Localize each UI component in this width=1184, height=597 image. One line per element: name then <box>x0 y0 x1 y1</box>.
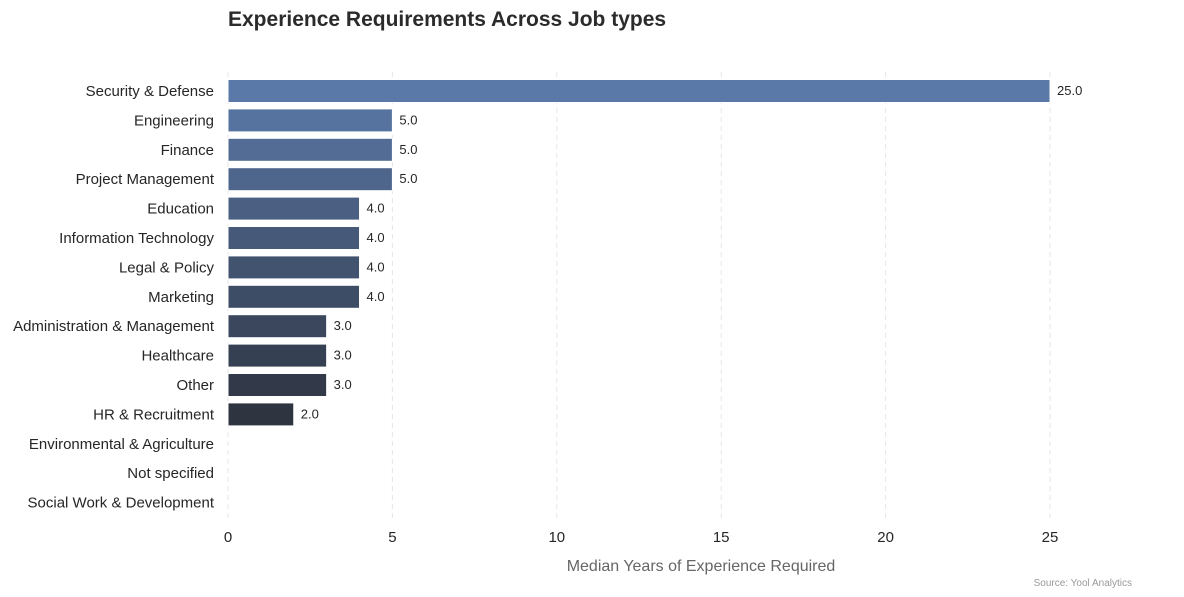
value-label: 25.0 <box>1057 83 1082 98</box>
category-label: Other <box>176 377 214 394</box>
x-tick-label-25: 25 <box>1042 529 1059 546</box>
category-label: Social Work & Development <box>28 495 215 512</box>
value-label: 4.0 <box>367 259 385 274</box>
x-axis-title: Median Years of Experience Required <box>567 558 836 575</box>
category-label: Education <box>147 201 214 218</box>
category-label: Not specified <box>127 465 214 482</box>
x-tick-label-20: 20 <box>877 529 894 546</box>
source-note: Source: Yool Analytics <box>1034 578 1132 589</box>
value-labels: 25.0 5.0 5.0 5.0 4.0 4.0 4.0 4.0 3.0 3.0 3.0 2.0 <box>301 83 1083 421</box>
bar <box>227 343 328 368</box>
value-label: 4.0 <box>367 289 385 304</box>
category-label: Information Technology <box>59 230 214 247</box>
x-tick-label-10: 10 <box>548 529 565 546</box>
category-label: Legal & Policy <box>119 259 215 276</box>
bar <box>227 108 393 133</box>
category-label: Security & Defense <box>86 83 214 100</box>
value-label: 4.0 <box>367 230 385 245</box>
category-label: Project Management <box>76 171 215 188</box>
category-labels: Security & Defense Engineering Finance Proj… <box>13 83 215 512</box>
bars <box>227 79 1051 427</box>
bar <box>227 196 361 221</box>
value-label: 5.0 <box>399 171 417 186</box>
bar <box>227 373 328 397</box>
bar <box>227 79 1051 103</box>
value-label: 3.0 <box>334 318 352 333</box>
category-label: Engineering <box>134 112 214 129</box>
bar <box>227 255 361 280</box>
value-label: 4.0 <box>367 201 385 216</box>
value-label: 5.0 <box>399 112 417 127</box>
bar <box>227 226 361 250</box>
bar <box>227 284 361 309</box>
category-label: Healthcare <box>141 348 214 365</box>
chart-title: Experience Requirements Across Job types <box>228 8 666 31</box>
bar <box>227 314 328 339</box>
category-label: Finance <box>161 142 214 159</box>
x-tick-label-0: 0 <box>224 529 232 546</box>
x-tick-labels: 0 5 10 15 20 25 <box>224 529 1059 546</box>
category-label: HR & Recruitment <box>93 406 215 423</box>
bar <box>227 402 295 427</box>
value-label: 2.0 <box>301 406 319 421</box>
category-label: Administration & Management <box>13 318 215 335</box>
x-tick-label-15: 15 <box>713 529 730 546</box>
bar <box>227 137 393 162</box>
category-label: Environmental & Agriculture <box>29 436 214 453</box>
value-label: 3.0 <box>334 377 352 392</box>
value-label: 3.0 <box>334 348 352 363</box>
value-label: 5.0 <box>399 142 417 157</box>
x-tick-label-5: 5 <box>388 529 396 546</box>
category-label: Marketing <box>148 289 214 306</box>
bar <box>227 167 393 192</box>
